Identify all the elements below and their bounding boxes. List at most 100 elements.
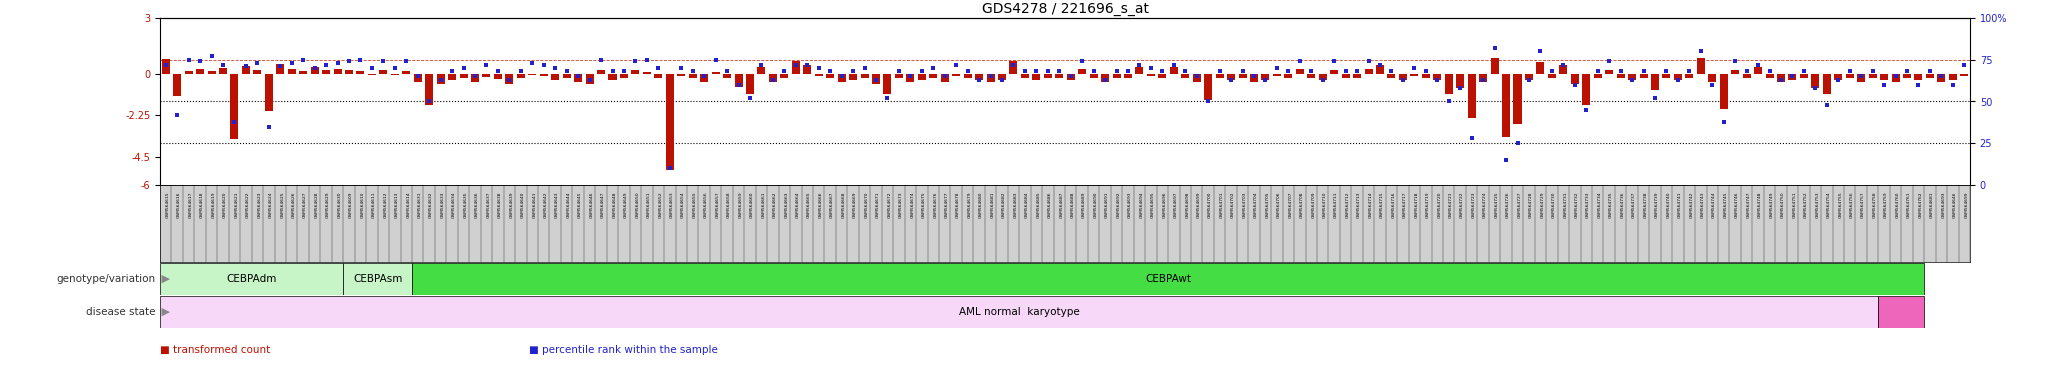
Bar <box>401 71 410 74</box>
Text: GSM564662: GSM564662 <box>772 191 776 218</box>
Text: GSM564736: GSM564736 <box>1620 191 1624 218</box>
Point <box>1192 98 1225 104</box>
Bar <box>997 74 1006 80</box>
Text: GSM564693: GSM564693 <box>1128 191 1133 218</box>
Bar <box>1845 74 1853 78</box>
Bar <box>1399 74 1407 80</box>
Text: GSM564727: GSM564727 <box>1518 191 1522 218</box>
Point <box>997 62 1030 68</box>
Text: GSM564648: GSM564648 <box>612 191 616 218</box>
Bar <box>987 74 995 82</box>
Text: GSM564657: GSM564657 <box>715 191 719 218</box>
Bar <box>1284 74 1292 78</box>
Point <box>1776 73 1808 79</box>
Bar <box>573 74 582 82</box>
Bar <box>231 74 238 139</box>
Text: GSM564726: GSM564726 <box>1505 191 1509 218</box>
Point <box>975 73 1008 79</box>
Bar <box>412 263 1925 295</box>
Text: GSM564704: GSM564704 <box>1253 191 1257 218</box>
Point <box>1741 62 1774 68</box>
Bar <box>965 74 971 78</box>
Point <box>322 60 354 66</box>
Bar <box>1227 74 1235 80</box>
Bar <box>1765 74 1774 78</box>
Point <box>1399 65 1432 71</box>
Bar <box>1090 74 1098 78</box>
Text: GSM564612: GSM564612 <box>383 191 387 218</box>
Bar <box>711 72 719 74</box>
Bar <box>1239 74 1247 78</box>
Bar <box>1020 74 1028 78</box>
Point <box>1868 82 1901 88</box>
Bar <box>1835 74 1843 80</box>
Bar <box>1456 74 1464 88</box>
Point <box>217 119 250 125</box>
Text: GSM564734: GSM564734 <box>1597 191 1602 218</box>
Point <box>1673 68 1706 74</box>
Point <box>1284 58 1317 65</box>
Text: GSM564724: GSM564724 <box>1483 191 1487 218</box>
Point <box>1513 77 1546 83</box>
Text: GSM564656: GSM564656 <box>705 191 709 218</box>
Bar <box>883 74 891 94</box>
Text: GSM564708: GSM564708 <box>1300 191 1305 218</box>
Text: GSM564674: GSM564674 <box>911 191 913 218</box>
Point <box>870 95 903 101</box>
Bar <box>1010 61 1018 74</box>
Text: GSM564669: GSM564669 <box>854 191 856 218</box>
Text: GSM564683: GSM564683 <box>1014 191 1018 218</box>
Point <box>1890 68 1923 74</box>
Bar <box>494 74 502 79</box>
Text: GSM564686: GSM564686 <box>1049 191 1053 218</box>
Text: GSM564652: GSM564652 <box>657 191 662 218</box>
Text: GSM564738: GSM564738 <box>1642 191 1647 218</box>
Text: GSM564710: GSM564710 <box>1323 191 1327 218</box>
Text: GSM564730: GSM564730 <box>1552 191 1556 218</box>
Bar <box>1434 74 1442 80</box>
Point <box>1374 68 1407 74</box>
Bar <box>1548 74 1556 78</box>
Text: GSM564668: GSM564668 <box>842 191 846 218</box>
Bar <box>379 70 387 74</box>
Bar <box>207 71 215 74</box>
Bar <box>391 74 399 75</box>
Text: GSM564697: GSM564697 <box>1174 191 1178 218</box>
Point <box>1731 68 1763 74</box>
Point <box>481 68 514 74</box>
Bar <box>1159 74 1167 78</box>
Point <box>528 62 561 68</box>
Text: GSM564740: GSM564740 <box>1667 191 1671 218</box>
Bar <box>1925 74 1933 78</box>
Bar <box>1903 74 1911 78</box>
Point <box>1090 77 1122 83</box>
Point <box>1204 68 1237 74</box>
Text: GSM564733: GSM564733 <box>1587 191 1589 218</box>
Point <box>1788 68 1821 74</box>
Bar <box>1583 74 1589 105</box>
Bar <box>219 68 227 74</box>
Text: AML normal  karyotype: AML normal karyotype <box>958 307 1079 317</box>
Point <box>733 95 766 101</box>
Bar <box>930 74 938 78</box>
Text: GSM564639: GSM564639 <box>510 191 514 218</box>
Bar <box>688 74 696 78</box>
Bar <box>1262 74 1270 80</box>
Text: GSM564665: GSM564665 <box>807 191 811 218</box>
Text: GSM564623: GSM564623 <box>258 191 262 218</box>
Text: ▶: ▶ <box>158 274 170 284</box>
Text: GSM564714: GSM564714 <box>1368 191 1372 218</box>
Text: GSM564681: GSM564681 <box>991 191 995 218</box>
Point <box>1937 82 1970 88</box>
Text: GSM564613: GSM564613 <box>395 191 399 218</box>
Point <box>1042 68 1075 74</box>
Text: GSM564647: GSM564647 <box>600 191 604 218</box>
Bar <box>1249 74 1257 82</box>
Bar <box>1274 74 1280 76</box>
Text: GSM564646: GSM564646 <box>590 191 594 218</box>
Bar <box>1319 74 1327 80</box>
Bar <box>1878 296 1925 328</box>
Bar <box>1823 74 1831 94</box>
Point <box>940 62 973 68</box>
Point <box>446 65 479 71</box>
